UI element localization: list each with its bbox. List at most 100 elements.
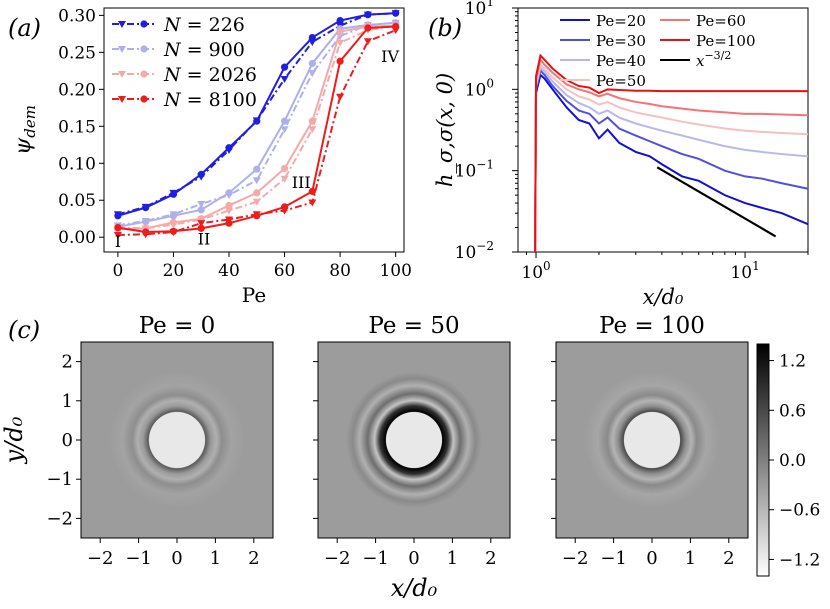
data-point-triangle	[252, 211, 261, 219]
colorbar-tick-label: 1.2	[779, 352, 806, 372]
series-line	[534, 63, 809, 253]
x-tick-label: −2	[87, 548, 114, 569]
panel-label-c: (c)	[8, 316, 40, 344]
tick-base: 10	[465, 80, 487, 100]
data-point-triangle	[225, 192, 233, 200]
x-tick-label: 100	[379, 261, 411, 281]
x-axis-label: x/d₀	[391, 574, 438, 602]
y-tick-label: 0.30	[58, 6, 96, 26]
data-point-triangle	[336, 93, 345, 101]
data-point-triangle	[141, 203, 150, 211]
regime-annotation: IV	[381, 47, 399, 66]
panel-c-heatmaps: Pe = 0 −2 −1 0 1 2 −2 −1 0 1 2 Pe = 50 −2 −1 0 1 2 Pe = 1…	[0, 313, 820, 602]
series-line	[534, 57, 809, 253]
data-point-triangle	[197, 220, 206, 228]
data-point-circle	[308, 59, 316, 68]
x-tick-label: 0	[171, 548, 182, 569]
x-tick-label: 80	[329, 261, 351, 281]
y-axis-label: h_σ,σ(x, 0)	[433, 73, 457, 187]
legend-marker-triangle	[118, 21, 126, 28]
tick-exp: −2	[476, 239, 494, 253]
legend-label: Pe=30	[596, 32, 646, 50]
x-tick-label: 1	[685, 548, 696, 569]
x-tick-label: −1	[362, 548, 389, 569]
data-point-triangle	[169, 189, 178, 197]
y-tick-label: 0	[62, 430, 73, 451]
y-tick-label: 0.15	[58, 117, 96, 137]
x-tick-label: −2	[562, 548, 589, 569]
y-tick-label: 101	[465, 0, 494, 19]
x-tick-label: −1	[125, 548, 152, 569]
x-tick-label: −2	[324, 548, 351, 569]
series-line	[534, 65, 809, 253]
legend-label-value: = 226	[181, 14, 245, 36]
data-point-triangle	[141, 231, 150, 239]
y-tick-label: 0.00	[58, 228, 96, 248]
data-point-circle	[225, 201, 233, 210]
data-point-circle	[280, 164, 289, 173]
legend-marker-triangle	[118, 46, 126, 53]
tick-exp: 0	[486, 76, 494, 90]
data-point-triangle	[252, 177, 261, 185]
data-point-triangle	[169, 211, 178, 219]
x-axis-label: Pe	[242, 283, 266, 307]
legend-marker-circle	[140, 20, 148, 28]
data-point-triangle	[363, 38, 372, 46]
colorbar-tick-label: 0.0	[779, 451, 806, 471]
tick-base: 10	[730, 263, 752, 283]
legend-label-var: N	[163, 39, 182, 61]
data-point-circle	[364, 24, 372, 32]
legend-label-value: = 900	[181, 39, 245, 61]
x-tick-label: 2	[723, 548, 734, 569]
data-point-triangle	[308, 199, 317, 207]
data-point-triangle	[252, 117, 261, 125]
y-tick-label: 0.25	[58, 43, 96, 63]
legend-label-value: = 8100	[181, 89, 257, 111]
y-axis-label: ψdem	[11, 105, 39, 155]
legend-label: N = 226	[163, 14, 245, 36]
x-tick-label: 0	[408, 548, 419, 569]
data-point-circle	[253, 165, 261, 173]
data-point-triangle	[141, 217, 150, 225]
x-tick-label: 1	[447, 548, 458, 569]
legend-marker-circle	[140, 95, 148, 103]
panel-label-a: (a)	[8, 14, 41, 42]
x-tick-label: 1	[210, 548, 221, 569]
panel-a-chart: 0 20 40 60 80 100 0.00 0.05 0.10 0.15 0.20 0.25 0.30…	[11, 6, 412, 307]
data-point-triangle	[197, 173, 206, 181]
data-point-triangle	[280, 207, 289, 215]
data-point-triangle	[225, 146, 233, 154]
y-tick-label: 1	[62, 391, 73, 412]
legend-label-var: N	[163, 89, 182, 111]
plot-frame	[517, 7, 809, 253]
regime-annotation: III	[292, 173, 311, 192]
legend-reference-main: x	[696, 52, 705, 70]
colorbar	[756, 343, 770, 577]
legend-label-var: N	[163, 14, 182, 36]
y-tick-label: 100	[465, 76, 494, 100]
data-point-circle	[308, 117, 316, 125]
data-point-triangle	[280, 126, 289, 134]
data-point-triangle	[169, 229, 178, 237]
data-point-circle	[280, 63, 289, 71]
data-point-triangle	[391, 27, 400, 35]
legend-label: Pe=100	[696, 32, 756, 50]
legend-marker-circle	[140, 70, 148, 78]
y-axis-label: y/d₀	[0, 416, 28, 464]
data-point-circle	[308, 187, 316, 195]
legend-label-value: = 2026	[181, 64, 257, 86]
data-point-circle	[336, 57, 344, 65]
series-line	[534, 68, 809, 253]
x-axis-label: x/d₀	[643, 285, 684, 309]
data-point-triangle	[169, 221, 178, 229]
y-tick-label: 0.05	[58, 191, 96, 211]
legend-marker-triangle	[118, 71, 126, 78]
legend-label: N = 8100	[163, 89, 257, 111]
x-tick-label: 0	[646, 548, 657, 569]
data-point-triangle	[308, 39, 317, 47]
x-tick-label: 101	[730, 259, 759, 283]
data-point-triangle	[113, 211, 122, 219]
tick-exp: 0	[543, 259, 551, 273]
series-line	[534, 53, 808, 253]
